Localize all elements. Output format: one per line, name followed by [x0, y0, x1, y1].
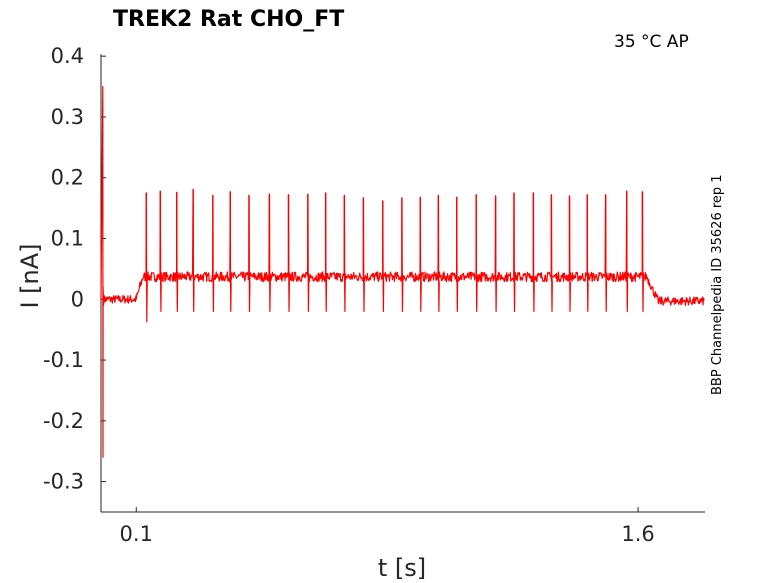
current-trace-line: [100, 85, 705, 458]
y-tick-label: -0.3: [43, 470, 84, 494]
x-tick-label: 0.1: [120, 522, 153, 546]
y-tick-label: -0.2: [43, 409, 84, 433]
y-tick-label: 0.2: [51, 166, 84, 190]
plot-area: [100, 85, 705, 458]
source-side-label: BBP Channelpedia ID 35626 rep 1: [710, 174, 725, 395]
axes: -0.3 -0.2 -0.1 0 0.1 0.2 0.3 0.4 0.1 1.6: [43, 44, 705, 546]
y-tick-label: 0.4: [51, 44, 84, 68]
y-tick-label: -0.1: [43, 348, 84, 372]
y-axis-label: I [nA]: [16, 243, 44, 308]
y-tick-label: 0: [71, 287, 84, 311]
chart-title: TREK2 Rat CHO_FT: [113, 7, 344, 32]
y-tick-label: 0.3: [51, 105, 84, 129]
x-tick-label: 1.6: [621, 522, 654, 546]
y-tick-label: 0.1: [51, 226, 84, 250]
temperature-annotation: 35 °C AP: [614, 32, 689, 52]
x-axis-label: t [s]: [378, 554, 426, 582]
